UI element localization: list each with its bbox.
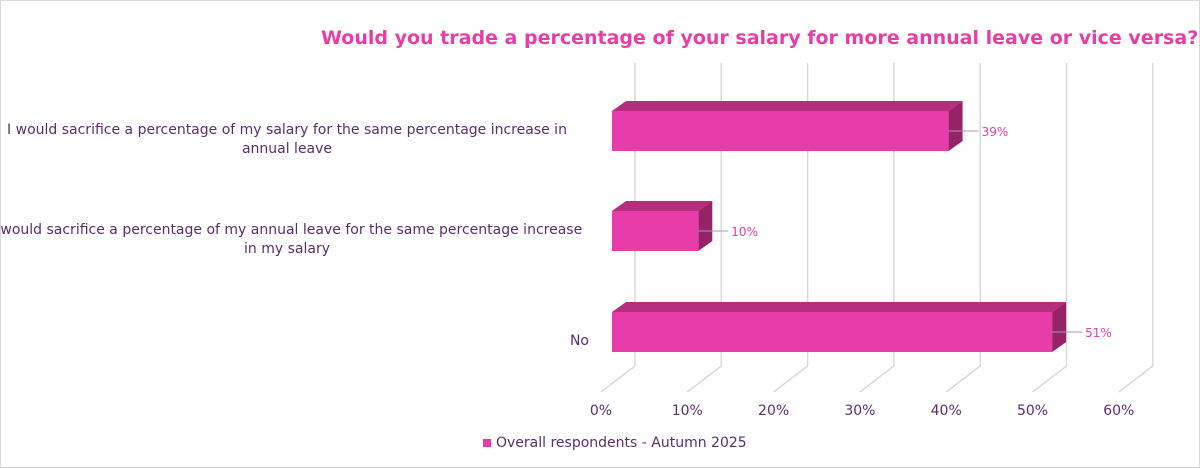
bar-side [1052, 302, 1067, 352]
bar-top [612, 302, 1067, 312]
floor-gridline [945, 365, 981, 393]
x-tick-label: 30% [844, 403, 875, 419]
bar-top [612, 101, 963, 111]
x-tick-label: 50% [1017, 403, 1048, 419]
legend-swatch [483, 439, 491, 447]
category-label: I would sacrifice a percentage of my ann… [0, 222, 583, 257]
bar [612, 111, 949, 151]
floor-gridline [686, 365, 722, 393]
data-label: 10% [731, 225, 758, 239]
floor-gridline [1032, 365, 1067, 393]
data-label: 51% [1085, 326, 1112, 340]
floor-gridline [859, 365, 895, 393]
x-tick-label: 20% [758, 403, 789, 419]
bar [612, 211, 699, 251]
floor-gridline [600, 365, 636, 393]
legend: Overall respondents - Autumn 2025 [483, 435, 747, 451]
legend-label: Overall respondents - Autumn 2025 [496, 435, 747, 451]
bar-side [698, 201, 713, 251]
x-tick-label: 10% [672, 403, 703, 419]
floor-gridline [773, 365, 809, 393]
x-tick-label: 0% [590, 403, 612, 419]
category-label: I would sacrifice a percentage of my sal… [7, 122, 567, 157]
data-label: 39% [982, 125, 1009, 139]
bar [612, 312, 1053, 352]
x-tick-label: 40% [931, 403, 962, 419]
x-tick-label: 60% [1103, 403, 1134, 419]
bar-side [948, 101, 963, 151]
floor-gridline [1118, 365, 1154, 393]
category-label: No [569, 333, 589, 349]
bar-top [612, 201, 713, 211]
chart-title: Would you trade a percentage of your sal… [321, 27, 1199, 49]
